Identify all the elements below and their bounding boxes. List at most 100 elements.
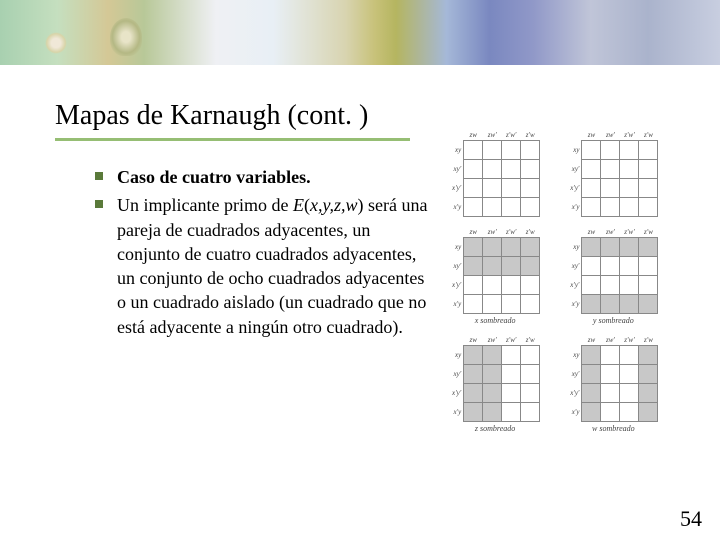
kmap-row-header: xy'	[450, 160, 464, 179]
kmap-cell	[639, 257, 658, 276]
kmap-col-header: zw	[464, 227, 483, 238]
kmap-diagrams: zwzw'z'w'z'wxyxy'x'y'x'yzwzw'z'w'z'wxyxy…	[450, 130, 710, 433]
kmap-row-header: x'y'	[568, 276, 582, 295]
kmap-col-header: zw'	[483, 335, 502, 346]
kmap-col-header: z'w	[639, 335, 658, 346]
kmap-cell	[483, 403, 502, 422]
kmap-cell	[601, 276, 620, 295]
kmap-cell	[620, 365, 639, 384]
kmap-cell	[464, 141, 483, 160]
kmap: zwzw'z'w'z'wxyxy'x'y'x'yx sombreado	[450, 227, 540, 325]
kmap-cell	[502, 276, 521, 295]
kmap-cell	[620, 276, 639, 295]
kmap: zwzw'z'w'z'wxyxy'x'y'x'yy sombreado	[568, 227, 658, 325]
kmap-col-header: zw'	[483, 130, 502, 141]
kmap-col-header: zw'	[601, 227, 620, 238]
kmap-cell	[582, 198, 601, 217]
kmap-cell	[620, 160, 639, 179]
page-number: 54	[680, 506, 702, 532]
kmap-cell	[483, 179, 502, 198]
kmap-cell	[582, 276, 601, 295]
kmap: zwzw'z'w'z'wxyxy'x'y'x'y	[568, 130, 658, 217]
kmap-col-header: zw	[582, 227, 601, 238]
kmap-cell	[521, 238, 540, 257]
kmap-cell	[639, 295, 658, 314]
kmap-cell	[601, 160, 620, 179]
kmap-cell	[502, 403, 521, 422]
kmap-cell	[639, 198, 658, 217]
kmap-cell	[601, 179, 620, 198]
kmap-col-header: z'w	[639, 130, 658, 141]
kmap-cell	[464, 238, 483, 257]
kmap-cell	[620, 346, 639, 365]
kmap-cell	[521, 179, 540, 198]
bullet-text: Un implicante primo de E(x,y,z,w) será u…	[117, 195, 427, 336]
kmap-row-header: x'y'	[450, 276, 464, 295]
kmap-cell	[483, 276, 502, 295]
kmap-col-header: z'w'	[620, 335, 639, 346]
kmap-col-header: zw	[464, 130, 483, 141]
kmap-cell	[521, 276, 540, 295]
kmap-cell	[620, 238, 639, 257]
kmap-col-header: z'w	[521, 335, 540, 346]
kmap-cell	[502, 295, 521, 314]
kmap-cell	[502, 257, 521, 276]
kmap-col-header: z'w'	[620, 227, 639, 238]
kmap-col-header: zw	[582, 130, 601, 141]
kmap-row-header: x'y	[568, 198, 582, 217]
kmap-cell	[483, 295, 502, 314]
kmap-cell	[601, 346, 620, 365]
kmap-cell	[639, 346, 658, 365]
kmap-cell	[601, 141, 620, 160]
kmap-cell	[601, 198, 620, 217]
bullet-text: Caso de cuatro variables.	[117, 167, 311, 187]
kmap-cell	[464, 257, 483, 276]
kmap-cell	[582, 238, 601, 257]
kmap-cell	[521, 295, 540, 314]
kmap-row-header: x'y'	[568, 179, 582, 198]
kmap-cell	[483, 198, 502, 217]
kmap-cell	[483, 257, 502, 276]
kmap-cell	[620, 257, 639, 276]
kmap-cell	[464, 365, 483, 384]
list-item: Un implicante primo de E(x,y,z,w) será u…	[95, 193, 430, 339]
kmap-col-header: zw'	[601, 130, 620, 141]
kmap-col-header: zw	[582, 335, 601, 346]
kmap-row-header: x'y'	[450, 384, 464, 403]
kmap: zwzw'z'w'z'wxyxy'x'y'x'yz sombreado	[450, 335, 540, 433]
kmap-cell	[639, 238, 658, 257]
kmap-cell	[464, 346, 483, 365]
kmap-row-header: x'y	[568, 295, 582, 314]
kmap-cell	[601, 295, 620, 314]
kmap-cell	[639, 179, 658, 198]
kmap-cell	[502, 160, 521, 179]
kmap-row-header: x'y	[568, 403, 582, 422]
kmap-cell	[502, 384, 521, 403]
kmap-cell	[464, 403, 483, 422]
kmap-row-header: x'y	[450, 295, 464, 314]
kmap-cell	[620, 141, 639, 160]
kmap-row-header: xy'	[568, 160, 582, 179]
kmap-col-header: z'w'	[502, 130, 521, 141]
kmap-cell	[582, 141, 601, 160]
kmap-col-header: zw	[464, 335, 483, 346]
page-title: Mapas de Karnaugh (cont. )	[55, 100, 430, 132]
kmap-row-header: xy'	[450, 257, 464, 276]
kmap-cell	[582, 384, 601, 403]
kmap-cell	[464, 276, 483, 295]
kmap-cell	[620, 179, 639, 198]
kmap-caption: w sombreado	[568, 424, 658, 433]
kmap-caption: z sombreado	[450, 424, 540, 433]
kmap-caption: x sombreado	[450, 316, 540, 325]
kmap-cell	[464, 198, 483, 217]
title-underline	[55, 138, 410, 141]
kmap-cell	[521, 141, 540, 160]
kmap-cell	[620, 403, 639, 422]
kmap-row-header: xy'	[568, 257, 582, 276]
kmap-row: zwzw'z'w'z'wxyxy'x'y'x'yx sombreadozwzw'…	[450, 227, 710, 325]
kmap-cell	[464, 295, 483, 314]
kmap-cell	[639, 276, 658, 295]
kmap-cell	[521, 198, 540, 217]
kmap-cell	[521, 384, 540, 403]
kmap-row-header: xy	[568, 238, 582, 257]
